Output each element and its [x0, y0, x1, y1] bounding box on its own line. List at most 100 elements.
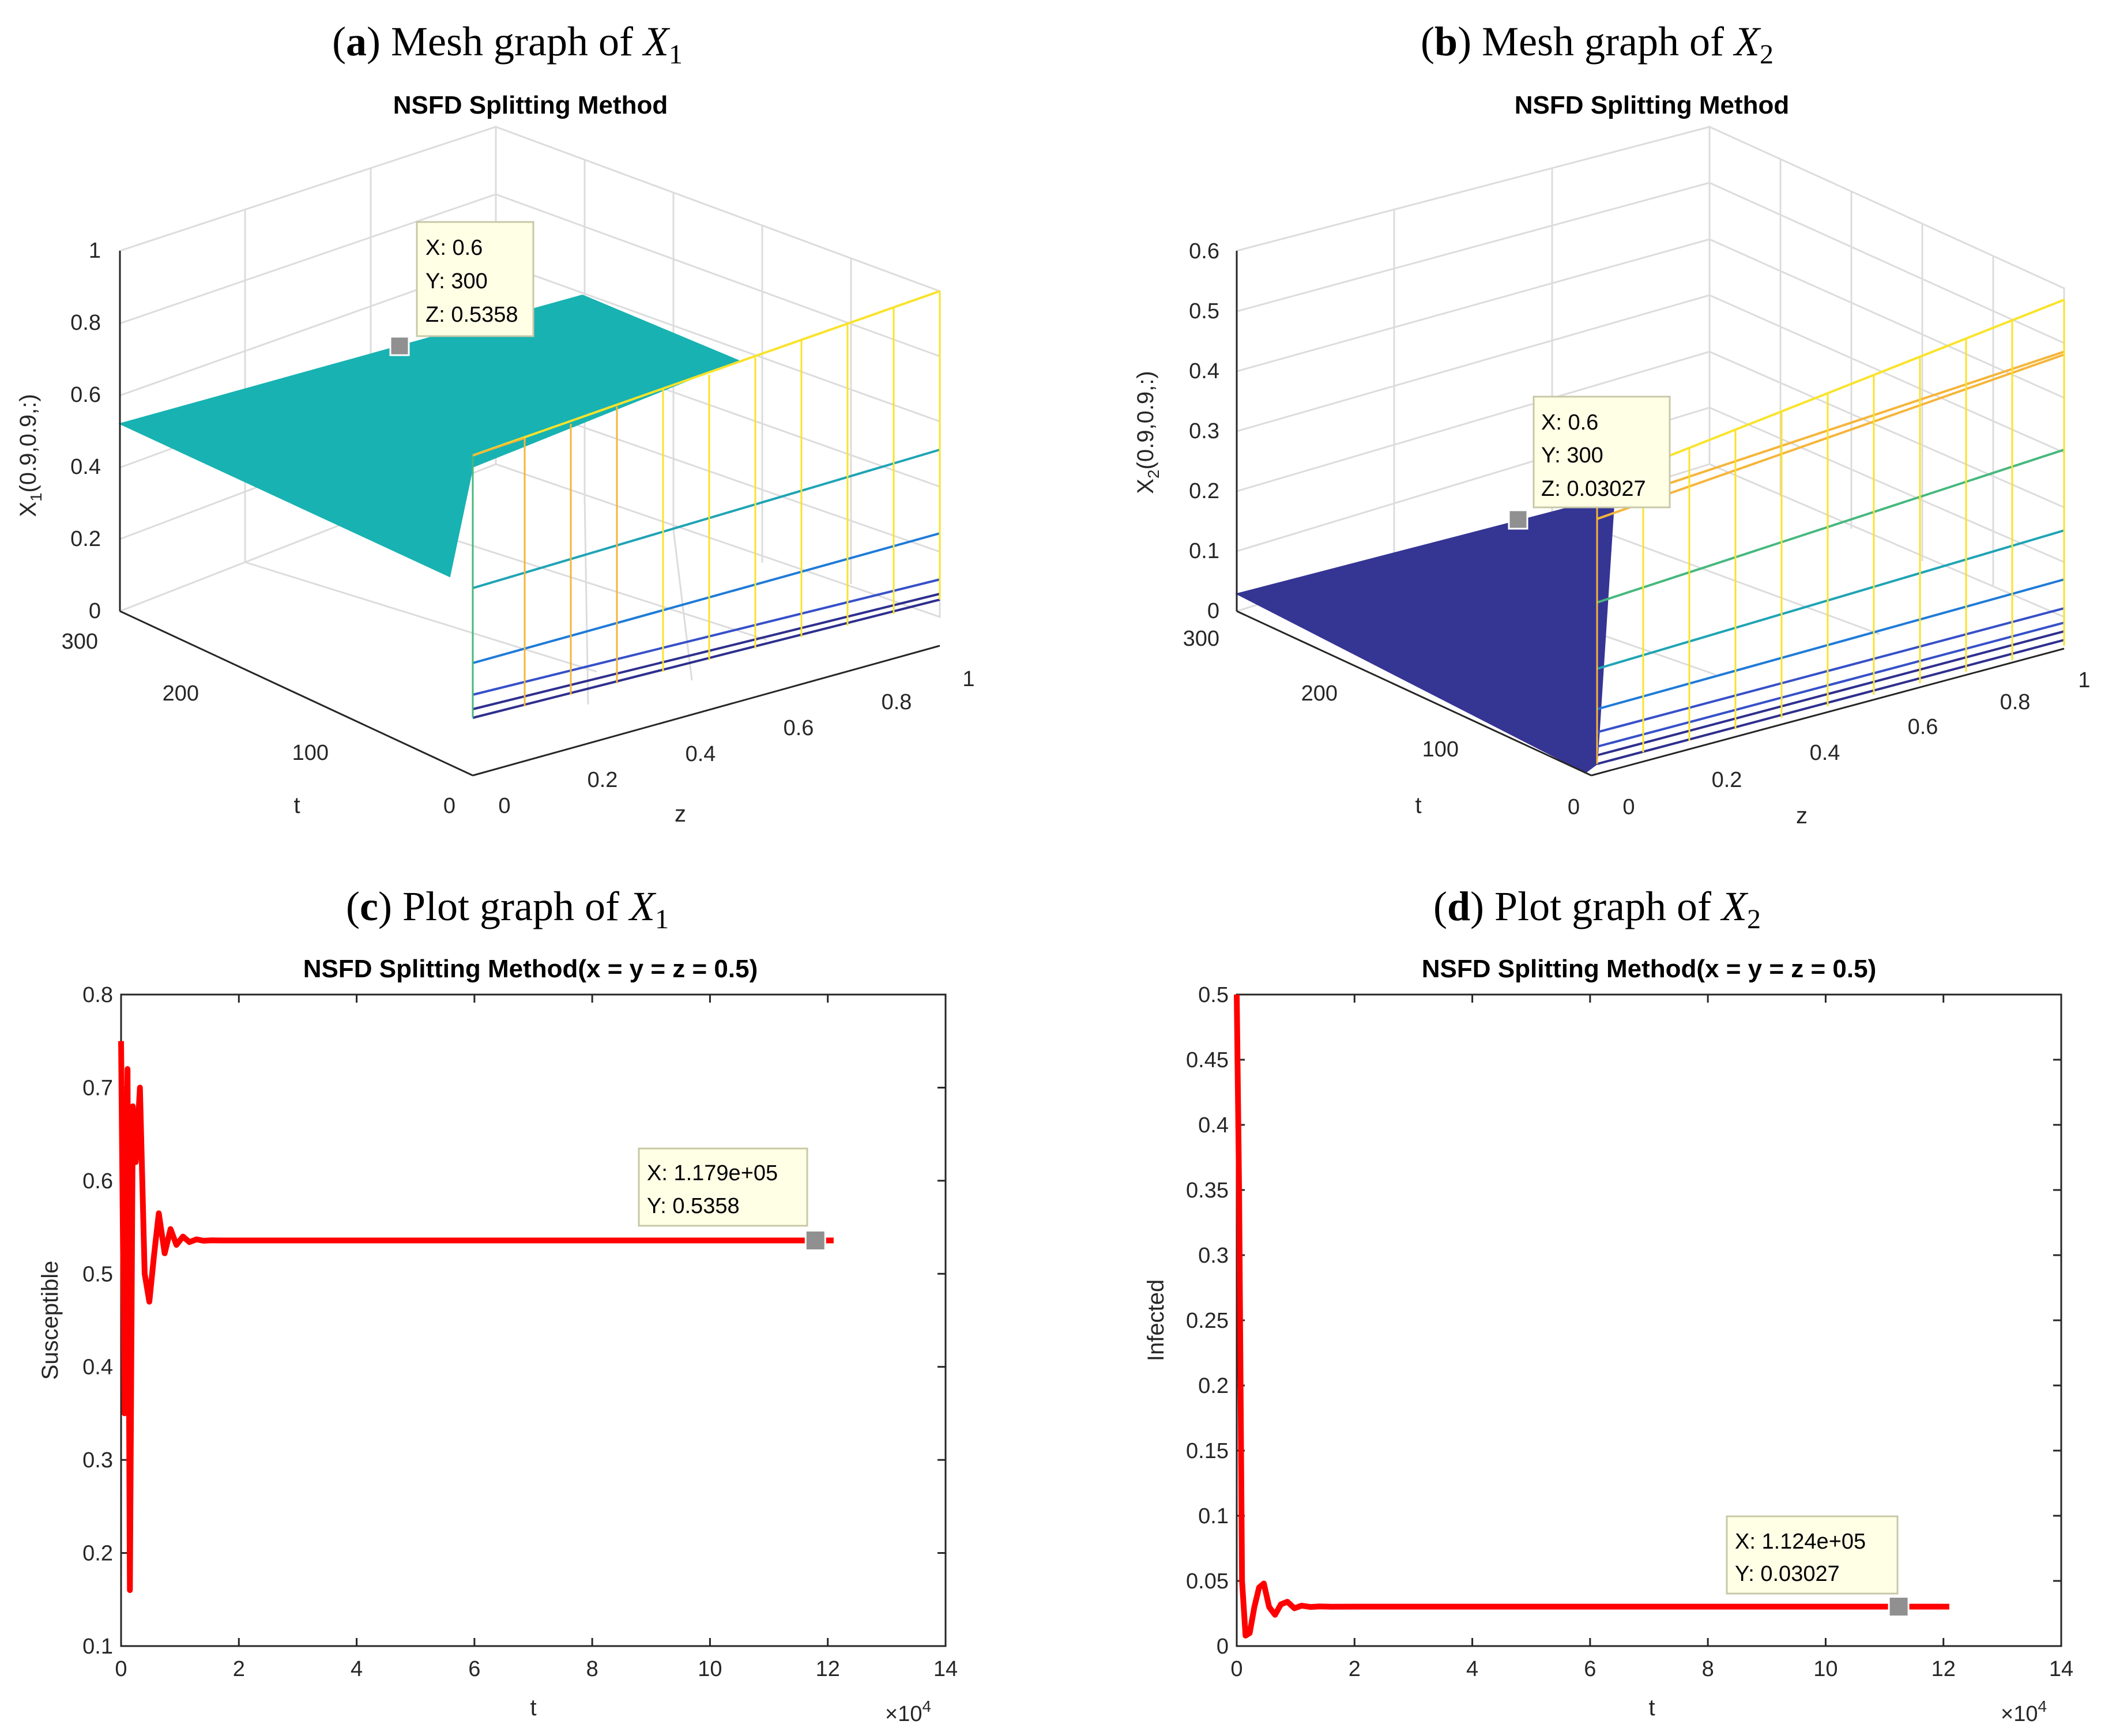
- panel-a-back-walls: [119, 125, 941, 705]
- panel-b-datatip-box: [1533, 396, 1671, 509]
- c-x-tick-label: 4: [351, 1657, 363, 1681]
- d-y-tick-label: 0.45: [1186, 1048, 1229, 1072]
- panel-c-x-ticks: 0 2 4 6 8 10 12 14: [115, 995, 958, 1681]
- panel-b-axes: [1236, 251, 2065, 777]
- d-y-tick-label: 0.5: [1198, 983, 1229, 1007]
- svg-text:300: 300: [62, 630, 98, 654]
- panel-c-datatip[interactable]: X: 1.179e+05 Y: 0.5358: [638, 1147, 826, 1251]
- c-y-tick-label: 0.3: [82, 1448, 113, 1473]
- panel-c-axes-box: [120, 993, 947, 1647]
- svg-text:0.2: 0.2: [70, 527, 101, 551]
- panel-c-y-ticks: 0.1 0.2 0.3 0.4 0.5 0.6 0.7 0.8: [82, 983, 946, 1659]
- panel-b-mesh-x2: NSFD Splitting Method: [1133, 91, 2091, 829]
- svg-text:1: 1: [2078, 668, 2090, 692]
- c-y-tick-label: 0.6: [82, 1169, 113, 1193]
- panel-b-t-ticks: 300 200 100 0: [1183, 627, 1580, 819]
- svg-text:0: 0: [1568, 795, 1580, 819]
- svg-text:200: 200: [163, 681, 199, 706]
- d-y-tick-label: 0.3: [1198, 1244, 1229, 1268]
- panel-b-steady-surface: [1235, 495, 1616, 774]
- d-datatip-marker: [1888, 1596, 1910, 1618]
- d-x-tick-label: 0: [1230, 1657, 1242, 1681]
- panel-d-x-label: t: [1648, 1695, 1655, 1720]
- panel-b-datatip-x: X: 0.6: [1541, 411, 1598, 435]
- svg-text:0.1: 0.1: [1189, 539, 1219, 563]
- panel-a-steady-surface: [118, 294, 740, 578]
- svg-text:0: 0: [89, 599, 101, 623]
- panel-b-title: NSFD Splitting Method: [1515, 91, 1790, 119]
- panel-a-datatip[interactable]: X: 0.6 Y: 300 Z: 0.5358: [389, 221, 534, 356]
- svg-text:100: 100: [292, 741, 329, 765]
- panel-b-mesh-lines: [1597, 299, 2065, 765]
- d-series-line: [1234, 994, 1949, 1639]
- svg-text:0.2: 0.2: [1189, 479, 1219, 503]
- panel-a-datatip-marker: [389, 336, 410, 356]
- c-y-tick-label: 0.1: [82, 1635, 113, 1659]
- svg-text:0.8: 0.8: [2000, 690, 2031, 714]
- panel-d-axes-box: [1236, 993, 2062, 1647]
- svg-text:0: 0: [1207, 599, 1219, 623]
- c-datatip-marker: [804, 1229, 826, 1251]
- c-x-tick-label: 2: [233, 1657, 245, 1681]
- d-y-tick-label: 0.4: [1198, 1113, 1229, 1138]
- svg-text:1: 1: [89, 239, 101, 263]
- panel-b-z-ticks: 0 0.1 0.2 0.3 0.4 0.5 0.6: [1189, 239, 1219, 623]
- panel-d-datatip-box: [1726, 1515, 1899, 1595]
- panel-a-datatip-z: Z: 0.5358: [426, 303, 518, 327]
- c-x-tick-label: 6: [468, 1657, 480, 1681]
- c-y-tick-label: 0.5: [82, 1262, 113, 1286]
- c-x-tick-label: 10: [698, 1657, 722, 1681]
- d-y-tick-label: 0.15: [1186, 1439, 1229, 1463]
- panel-d-datatip-x: X: 1.124e+05: [1735, 1530, 1866, 1554]
- panel-a-title: NSFD Splitting Method: [393, 91, 668, 119]
- panel-a-datatip-box: [416, 221, 534, 337]
- c-y-tick-label: 0.7: [82, 1076, 113, 1100]
- panel-b-datatip-z: Z: 0.03027: [1541, 477, 1646, 501]
- svg-text:0.4: 0.4: [1810, 741, 1840, 765]
- caption-b: (b) Mesh graph of X2: [1421, 18, 1774, 70]
- svg-text:0.6: 0.6: [784, 716, 814, 740]
- svg-text:0.4: 0.4: [70, 455, 101, 479]
- svg-text:0.6: 0.6: [1908, 715, 1938, 739]
- c-y-tick-label: 0.8: [82, 983, 113, 1007]
- panel-b-datatip-marker: [1508, 509, 1528, 530]
- d-y-tick-label: 0.25: [1186, 1309, 1229, 1333]
- svg-text:0.4: 0.4: [686, 742, 716, 766]
- d-y-tick-label: 0.1: [1198, 1504, 1229, 1528]
- c-y-tick-label: 0.2: [82, 1542, 113, 1566]
- d-x-tick-label: 12: [1931, 1657, 1956, 1681]
- panel-c-y-label: Susceptible: [37, 1261, 63, 1380]
- svg-text:0: 0: [498, 794, 510, 818]
- c-y-tick-label: 0.4: [82, 1355, 113, 1380]
- panel-c-x-label: t: [530, 1695, 536, 1720]
- d-y-tick-label: 0.35: [1186, 1178, 1229, 1203]
- panel-b-t-label: t: [1415, 793, 1421, 818]
- svg-text:100: 100: [1422, 737, 1459, 762]
- caption-a: (a) Mesh graph of X1: [332, 18, 683, 70]
- panel-d-x-ticks: 0 2 4 6 8 10 12 14: [1230, 995, 2073, 1681]
- svg-text:0.3: 0.3: [1189, 419, 1219, 443]
- d-x-tick-label: 6: [1584, 1657, 1596, 1681]
- svg-text:0.8: 0.8: [70, 311, 101, 335]
- d-x-tick-label: 4: [1466, 1657, 1478, 1681]
- panel-a-mesh-lines: [472, 290, 940, 719]
- caption-d: (d) Plot graph of X2: [1433, 883, 1761, 935]
- panel-d-y-label: Infected: [1143, 1279, 1169, 1361]
- d-x-tick-label: 8: [1702, 1657, 1714, 1681]
- panel-d-x-multiplier: ×104: [2001, 1697, 2047, 1726]
- panel-b-x-label: z: [1796, 803, 1808, 829]
- panel-c-x-multiplier: ×104: [885, 1697, 931, 1726]
- d-y-tick-label: 0.05: [1186, 1569, 1229, 1594]
- panel-c-datatip-y: Y: 0.5358: [647, 1194, 740, 1218]
- d-y-tick-label: 0.2: [1198, 1374, 1229, 1398]
- svg-text:0.6: 0.6: [70, 383, 101, 407]
- panel-b-datatip[interactable]: X: 0.6 Y: 300 Z: 0.03027: [1508, 396, 1671, 530]
- panel-d-datatip[interactable]: X: 1.124e+05 Y: 0.03027: [1726, 1515, 1910, 1618]
- panel-b-z-label: X2(0.9,0.9,:): [1133, 371, 1162, 494]
- panel-a-t-ticks: 300 200 100 0: [62, 630, 455, 818]
- panel-d-datatip-y: Y: 0.03027: [1735, 1562, 1840, 1586]
- panel-b-datatip-y: Y: 300: [1541, 443, 1603, 468]
- panel-d-title: NSFD Splitting Method(x = y = z = 0.5): [1422, 955, 1876, 983]
- svg-text:1: 1: [962, 667, 974, 691]
- panel-b-x-ticks: 0 0.2 0.4 0.6 0.8 1: [1622, 668, 2090, 819]
